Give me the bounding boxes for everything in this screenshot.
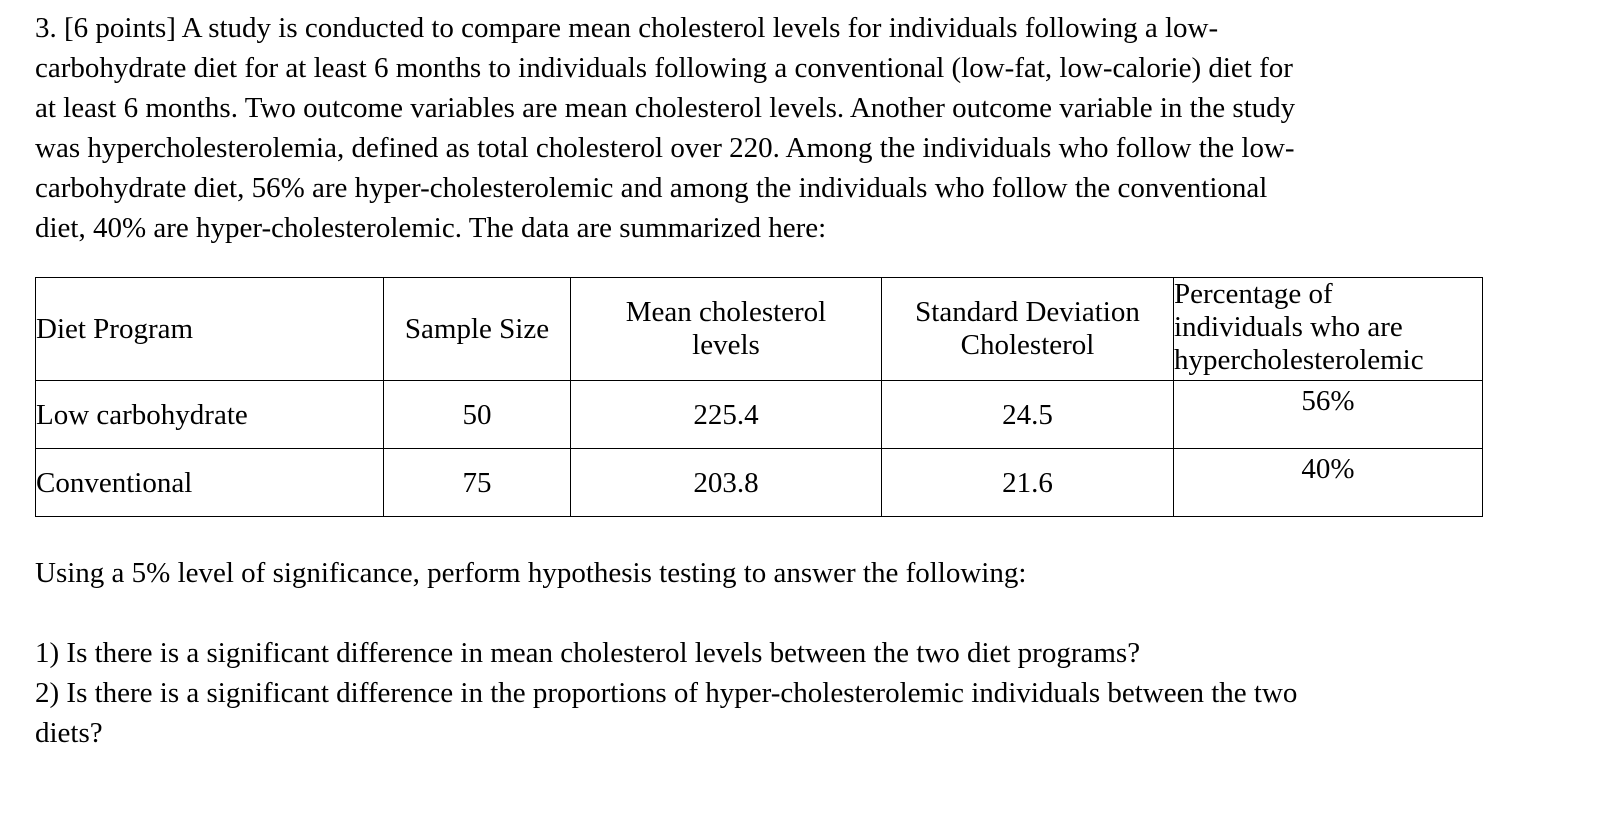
header-text: Mean cholesterol <box>625 296 827 328</box>
problem-statement: 3. [6 points] A study is conducted to co… <box>35 8 1590 248</box>
header-sample-size: Sample Size <box>383 277 571 381</box>
header-text: Percentage of <box>1174 278 1333 310</box>
cell-sample-size: 50 <box>383 380 571 449</box>
cell-diet-program: Low carbohydrate <box>35 380 384 449</box>
problem-line-2: carbohydrate diet for at least 6 months … <box>35 52 1293 84</box>
question-1-line-1: 1) Is there is a significant difference … <box>35 637 1141 669</box>
problem-line-5: carbohydrate diet, 56% are hyper-cholest… <box>35 172 1268 204</box>
problem-line-6: diet, 40% are hyper-cholesterolemic. The… <box>35 212 827 244</box>
header-text: individuals who are <box>1174 311 1403 343</box>
header-text: Diet Program <box>36 312 194 345</box>
problem-line-4: was hypercholesterolemia, defined as tot… <box>35 132 1295 164</box>
question-2: 2) Is there is a significant difference … <box>35 673 1590 753</box>
question-1: 1) Is there is a significant difference … <box>35 633 1590 673</box>
table-row-low-carbohydrate: Low carbohydrate 50 225.4 24.5 56% <box>35 380 1483 449</box>
header-percentage-hypercholesterolemic: Percentage of individuals who are hyperc… <box>1173 277 1483 381</box>
cell-diet-program: Conventional <box>35 448 384 517</box>
header-diet-program: Diet Program <box>35 277 384 381</box>
cell-percent-hypercholesterolemic: 56% <box>1173 380 1483 449</box>
header-text: levels <box>692 329 760 361</box>
problem-line-1: 3. [6 points] A study is conducted to co… <box>35 12 1219 44</box>
question-2-line-1: 2) Is there is a significant difference … <box>35 677 1298 709</box>
header-text: Standard Deviation <box>915 296 1140 328</box>
instruction-line: Using a 5% level of significance, perfor… <box>35 557 1027 589</box>
cell-mean-cholesterol: 203.8 <box>570 448 882 517</box>
cell-standard-deviation: 24.5 <box>881 380 1174 449</box>
diet-summary-table: Diet Program Sample Size Mean cholestero… <box>35 277 1483 517</box>
cell-mean-cholesterol: 225.4 <box>570 380 882 449</box>
header-standard-deviation: Standard Deviation Cholesterol <box>881 277 1174 381</box>
questions-list: 1) Is there is a significant difference … <box>35 633 1590 753</box>
instruction-text: Using a 5% level of significance, perfor… <box>35 553 1590 593</box>
cell-standard-deviation: 21.6 <box>881 448 1174 517</box>
table-header-row: Diet Program Sample Size Mean cholestero… <box>35 277 1483 381</box>
question-2-line-2: diets? <box>35 717 103 749</box>
table-row-conventional: Conventional 75 203.8 21.6 40% <box>35 448 1483 517</box>
header-text: Sample Size <box>404 312 550 345</box>
cell-percent-hypercholesterolemic: 40% <box>1173 448 1483 517</box>
cell-sample-size: 75 <box>383 448 571 517</box>
header-mean-cholesterol: Mean cholesterol levels <box>570 277 882 381</box>
problem-line-3: at least 6 months. Two outcome variables… <box>35 92 1296 124</box>
header-text: hypercholesterolemic <box>1174 344 1424 376</box>
header-text: Cholesterol <box>960 329 1095 361</box>
